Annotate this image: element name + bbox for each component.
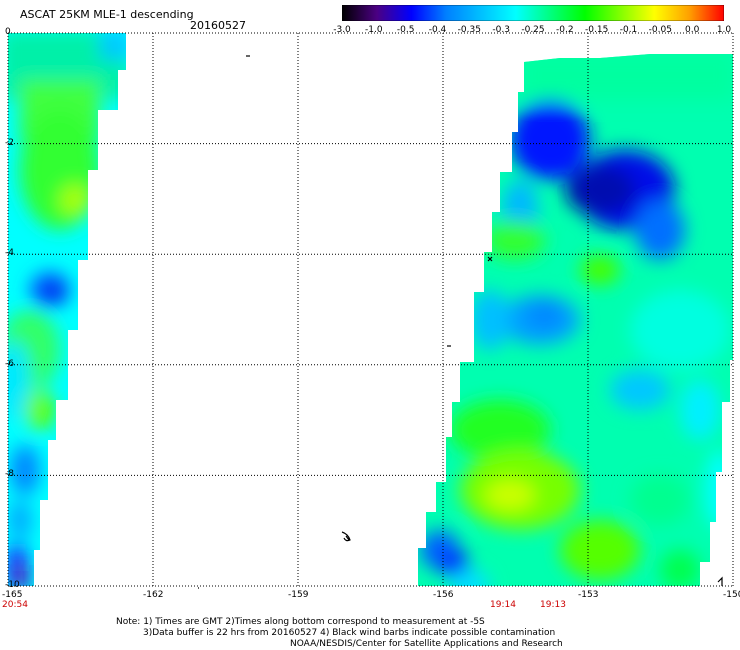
time-label-right-a: 19:14 <box>490 600 516 610</box>
color-scale-label: -0.3 <box>492 25 510 35</box>
wind-map <box>7 32 734 589</box>
time-label-right-b: 19:13 <box>540 600 566 610</box>
color-scale-label: 0.0 <box>684 25 700 35</box>
product-title: ASCAT 25KM MLE-1 descending <box>20 8 194 21</box>
color-scale-label: -0.2 <box>556 25 574 35</box>
color-scale-label: -0.1 <box>619 25 638 35</box>
lat-tick-label: -10 <box>5 580 20 590</box>
note-line-1: Note: 1) Times are GMT 2)Times along bot… <box>116 617 485 627</box>
product-date: 20160527 <box>190 19 246 32</box>
lon-tick-label: -150 <box>723 590 740 600</box>
note-line-2: 3)Data buffer is 22 hrs from 20160527 4)… <box>143 628 556 638</box>
left-swath <box>8 33 126 586</box>
lat-tick-label: -8 <box>5 469 14 480</box>
color-scale-label: -0.5 <box>396 25 415 35</box>
time-label-left: 20:54 <box>2 600 28 610</box>
color-scale-label: -0.4 <box>428 25 447 35</box>
lat-tick-label: -2 <box>5 137 14 148</box>
color-scale-label: -0.25 <box>521 25 545 35</box>
lon-tick-label: -153 <box>578 590 599 600</box>
lon-tick-label: -159 <box>288 590 309 600</box>
right-swath <box>418 54 733 586</box>
lon-tick-label: -165 <box>2 590 23 600</box>
lat-tick-label: -6 <box>5 358 14 369</box>
lon-tick-label: -162 <box>143 590 164 600</box>
lat-tick-label: -4 <box>5 248 14 259</box>
color-scale-bar <box>342 5 724 21</box>
note-line-3: NOAA/NESDIS/Center for Satellite Applica… <box>290 639 563 649</box>
wind-barbs <box>198 55 723 589</box>
lon-tick-label: -156 <box>433 590 454 600</box>
map-grid <box>7 32 734 587</box>
lat-tick-label: 0 <box>5 27 11 37</box>
color-scale-label: -0.05 <box>648 25 672 35</box>
color-scale-label: -1.0 <box>365 25 383 35</box>
color-scale-label: 1.0 <box>716 25 732 35</box>
color-scale-label: -0.15 <box>585 25 609 35</box>
color-scale-label: -3.0 <box>333 25 351 35</box>
color-scale-label: -0.35 <box>457 25 481 35</box>
